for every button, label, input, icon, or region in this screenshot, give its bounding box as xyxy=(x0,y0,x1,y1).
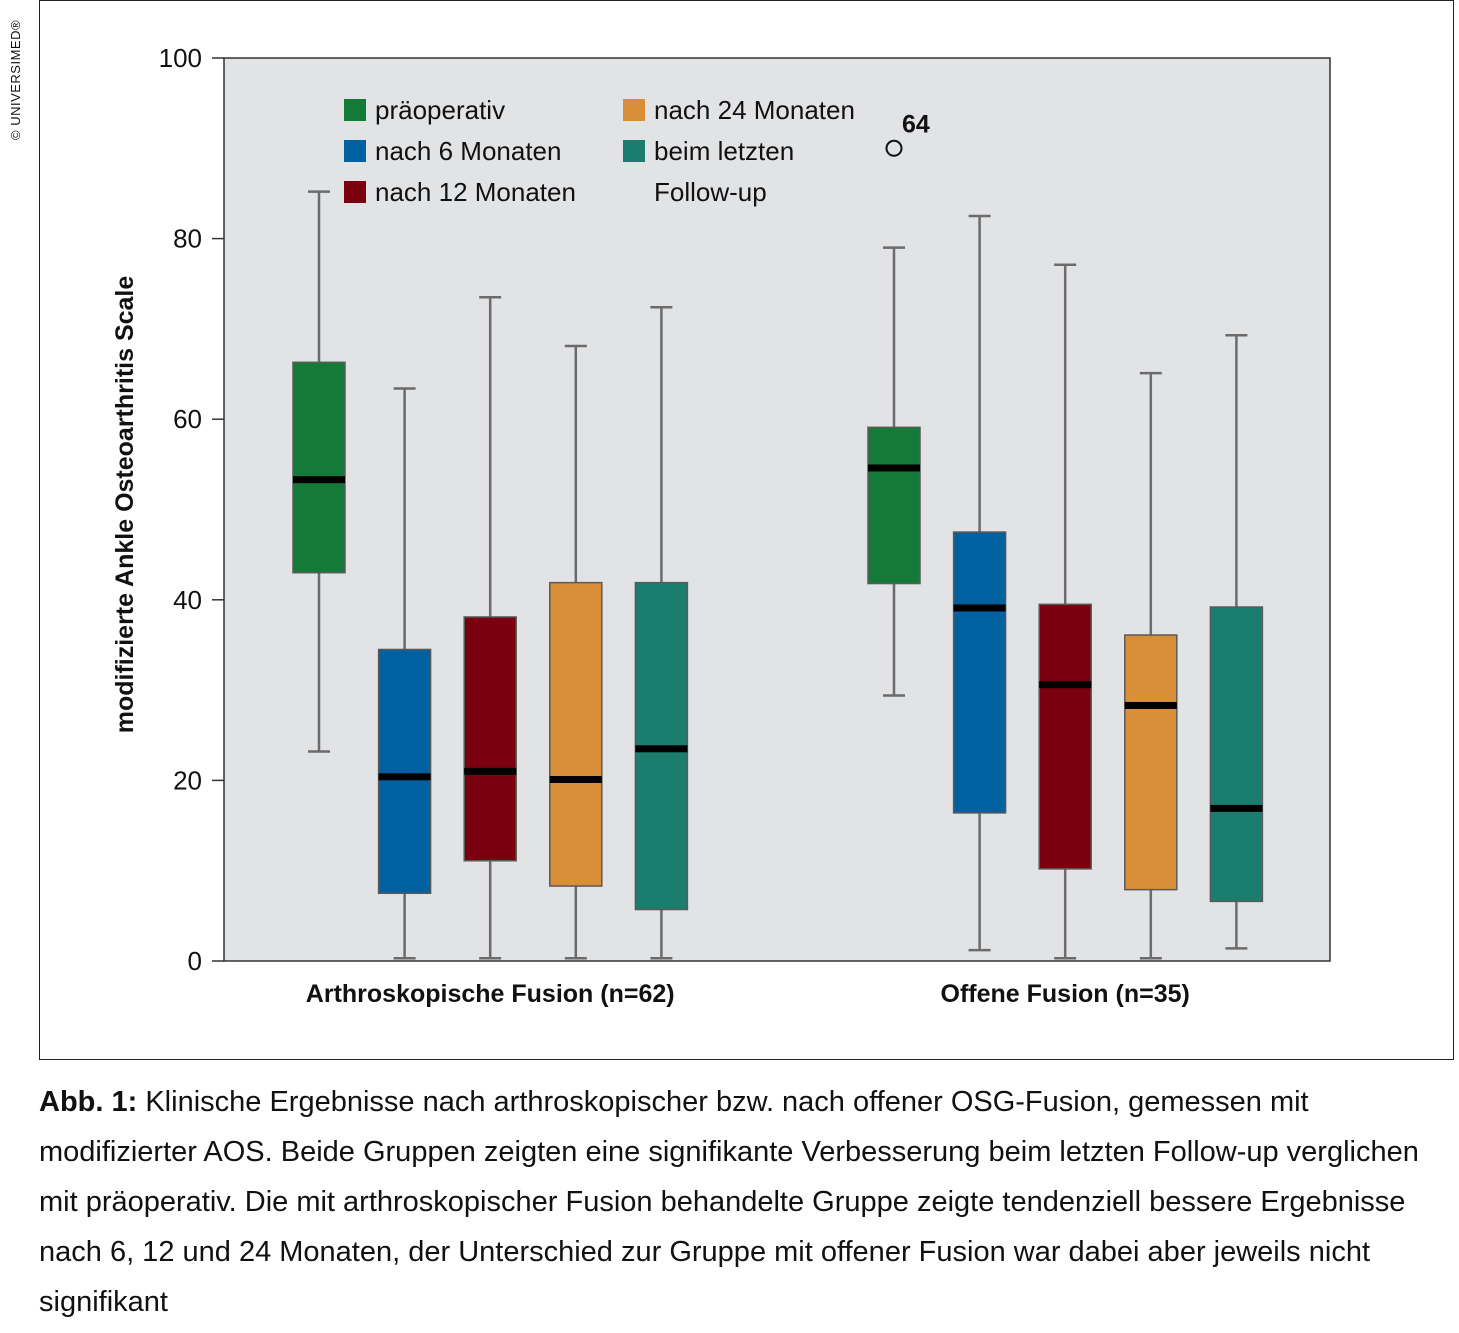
median-line xyxy=(293,476,345,484)
y-tick-label: 60 xyxy=(173,404,202,434)
median-line xyxy=(464,767,517,775)
outlier-point xyxy=(885,139,903,157)
group-label: Arthroskopische Fusion (n=62) xyxy=(306,980,675,1008)
box xyxy=(292,361,346,574)
box xyxy=(952,531,1007,814)
y-axis-label: modifizierte Ankle Osteoarthritis Scale xyxy=(111,276,139,734)
chart-frame xyxy=(39,0,1454,1060)
legend-swatch xyxy=(623,140,645,162)
legend-label: präoperativ xyxy=(375,95,505,125)
box xyxy=(1209,606,1264,903)
median-line xyxy=(635,745,688,753)
box xyxy=(1038,603,1092,870)
median-line xyxy=(953,604,1006,612)
legend-label: nach 12 Monaten xyxy=(375,177,576,207)
y-tick-label: 20 xyxy=(173,765,202,795)
legend-label: nach 24 Monaten xyxy=(654,95,855,125)
box xyxy=(867,426,921,585)
legend-swatch xyxy=(623,99,645,121)
legend-label: Follow-up xyxy=(654,177,767,207)
legend-label: nach 6 Monaten xyxy=(375,136,561,166)
median-line xyxy=(378,773,431,781)
legend-swatch xyxy=(344,140,366,162)
y-tick-label: 100 xyxy=(159,43,202,73)
group-label: Offene Fusion (n=35) xyxy=(941,980,1190,1008)
median-line xyxy=(1210,804,1263,812)
median-line xyxy=(1124,701,1177,709)
y-tick-label: 0 xyxy=(188,946,202,976)
box xyxy=(377,648,432,895)
legend-label: beim letzten xyxy=(654,136,794,166)
box xyxy=(1124,634,1178,891)
box xyxy=(463,616,517,862)
y-tick-label: 80 xyxy=(173,224,202,254)
figure-caption: Abb. 1: Klinische Ergebnisse nach arthro… xyxy=(39,1077,1444,1327)
outlier-label: 64 xyxy=(902,110,930,138)
caption-label: Abb. 1: xyxy=(39,1086,138,1118)
caption-text: Klinische Ergebnisse nach arthroskopisch… xyxy=(39,1086,1419,1318)
median-line xyxy=(868,464,920,472)
box xyxy=(549,581,603,887)
median-line xyxy=(1039,681,1092,689)
legend-swatch xyxy=(344,181,366,203)
median-line xyxy=(549,775,602,783)
box-plot-chart: 0 20 40 60 80 100 modifizierte Ankle Osteoarth… xyxy=(111,43,1331,1008)
y-tick-label: 40 xyxy=(173,585,202,615)
legend-swatch xyxy=(344,99,366,121)
